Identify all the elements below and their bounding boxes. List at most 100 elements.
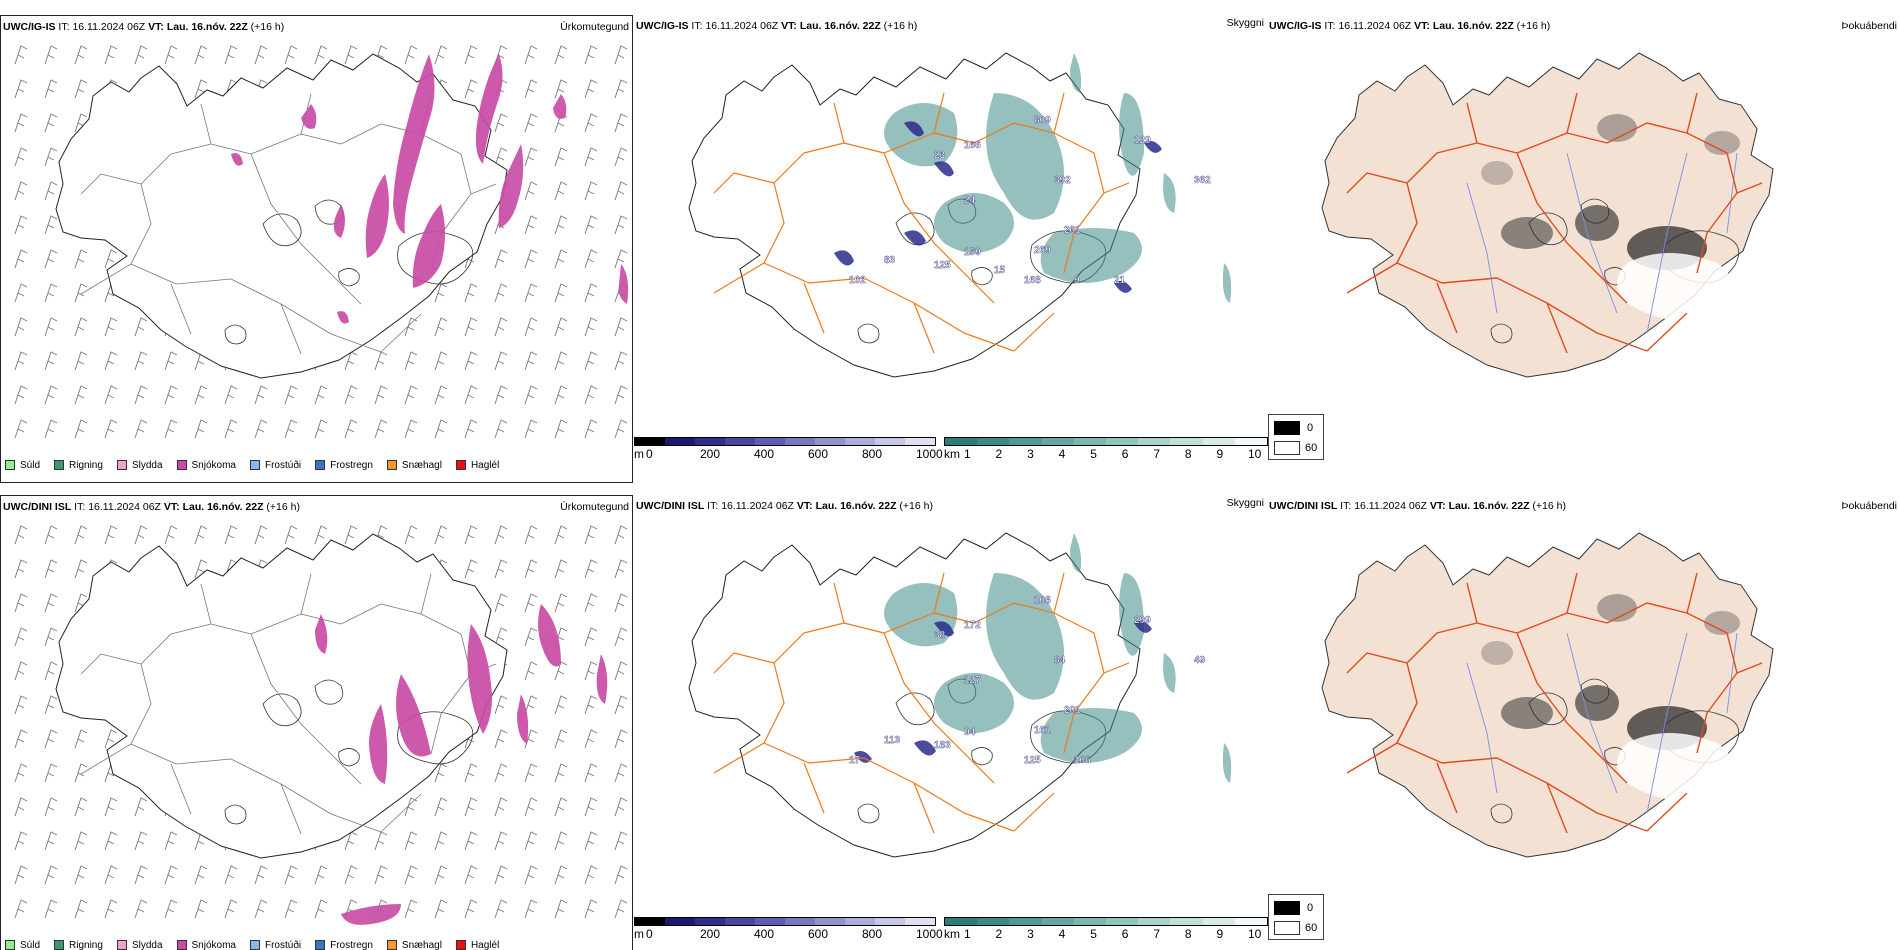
ceiling-peak-label: 84: [1054, 655, 1066, 666]
legend-item: Frostúði: [249, 460, 301, 471]
colorbar-step: [695, 438, 725, 445]
wind-barb: [44, 831, 58, 851]
ceiling-area: [1114, 281, 1132, 293]
visibility-colorbar: km 1 2 3 4 5 6 7 8 9 10: [944, 917, 1268, 947]
legend-swatch: [315, 460, 326, 470]
wind-barb: [614, 351, 628, 371]
fog-index-panel-igis: UWC/IG-IS IT: 16.11.2024 06Z VT: Lau. 16…: [1267, 15, 1900, 483]
panel-header: UWC/IG-IS IT: 16.11.2024 06Z VT: Lau. 16…: [1269, 20, 1551, 32]
legend-swatch: [5, 460, 15, 470]
rivers: [1466, 632, 1738, 814]
wind-barb: [404, 385, 418, 405]
ceiling-area: [1144, 141, 1162, 153]
wind-barb: [494, 283, 508, 303]
wind-barb: [284, 865, 298, 885]
ceiling-peak-label: 159: [964, 247, 981, 258]
snow-area: [412, 204, 445, 288]
wind-barb: [584, 181, 598, 201]
wind-barb: [74, 45, 88, 65]
road: [883, 632, 995, 784]
road: [1466, 92, 1698, 144]
road-network: [1346, 572, 1763, 834]
panel-header: UWC/IG-IS IT: 16.11.2024 06Z VT: Lau. 16…: [3, 21, 285, 33]
wind-barb: [14, 351, 28, 371]
wind-barb: [464, 385, 478, 405]
wind-barb: [524, 661, 538, 681]
wind-barb: [584, 661, 598, 681]
colorbar-step: [1234, 438, 1268, 445]
wind-barb: [464, 763, 478, 783]
iceland-coastline: [688, 52, 1141, 378]
wind-barb: [14, 899, 28, 919]
wind-barb: [524, 797, 538, 817]
snow-area: [315, 614, 328, 654]
wind-barb: [614, 593, 628, 613]
wind-barb: [494, 385, 508, 405]
road: [170, 283, 422, 355]
legend-item: Snjókoma: [176, 460, 236, 471]
wind-barb: [404, 45, 418, 65]
iceland-coastline: [1321, 52, 1774, 378]
ceiling-peak-label: 113: [884, 735, 901, 746]
colorbar-step: [845, 918, 875, 925]
road: [713, 172, 1130, 194]
colorbar-tick: 1: [964, 447, 971, 461]
wind-barb: [14, 729, 28, 749]
legend-item: Súld: [5, 940, 40, 950]
fog-index-panel-dini: UWC/DINI ISL IT: 16.11.2024 06Z VT: Lau.…: [1267, 495, 1900, 950]
wind-barb: [104, 831, 118, 851]
wind-barb: [464, 317, 478, 337]
wind-barb: [344, 865, 358, 885]
wind-barb: [104, 249, 118, 269]
wind-barb: [524, 79, 538, 99]
glacier-outline: [224, 804, 247, 825]
wind-barb: [74, 525, 88, 545]
visibility-panel-dini: UWC/DINI ISL IT: 16.11.2024 06Z VT: Lau.…: [634, 495, 1267, 950]
wind-barb: [164, 45, 178, 65]
colorbar-strip: [634, 437, 936, 446]
snow-area: [538, 604, 561, 667]
road: [250, 633, 362, 785]
wind-barb: [524, 831, 538, 851]
wind-barb: [164, 419, 178, 439]
wind-barb: [464, 419, 478, 439]
wind-barb: [104, 899, 118, 919]
legend-label: Rigning: [69, 939, 103, 950]
ceiling-peak-label: 38: [934, 630, 946, 641]
wind-barb: [554, 831, 568, 851]
fog-key-white-label: 60: [1305, 442, 1318, 454]
wind-barb: [584, 559, 598, 579]
ceiling-peak-label: 392: [1054, 175, 1071, 186]
wind-barb: [464, 831, 478, 851]
colorbar-tick: 1000: [916, 927, 943, 941]
legend-swatch: [54, 940, 65, 950]
wind-barb: [464, 525, 478, 545]
road: [833, 572, 1065, 624]
wind-barb: [614, 79, 628, 99]
ceiling-peak-label: 106: [1074, 755, 1091, 766]
colorbar-step: [755, 438, 785, 445]
glacier-outline: [262, 693, 302, 727]
fog-key-black-label: 0: [1307, 422, 1314, 434]
wind-barb: [584, 147, 598, 167]
wind-barb: [434, 525, 448, 545]
ceiling-area: [914, 740, 936, 756]
precip-legend: Súld Rigning Slydda Snjókoma Frostúði Frostre…: [5, 452, 499, 478]
iceland-coastline: [55, 533, 508, 859]
wind-barb: [224, 45, 238, 65]
glacier-outline: [857, 323, 880, 344]
wind-barb: [194, 45, 208, 65]
wind-barb: [134, 831, 148, 851]
legend-item: Slydda: [116, 940, 163, 950]
wind-barb: [554, 797, 568, 817]
wind-barb: [374, 351, 388, 371]
ceiling-peak-label: 127: [964, 675, 981, 686]
wind-barb: [584, 899, 598, 919]
precip-map: [1, 514, 634, 934]
fog-map: [1267, 33, 1900, 453]
colorbar-step: [665, 438, 695, 445]
wind-barb: [134, 317, 148, 337]
road: [1516, 152, 1628, 304]
ceiling-peak-label: 362: [1194, 175, 1211, 186]
legend-swatch: [386, 460, 397, 470]
